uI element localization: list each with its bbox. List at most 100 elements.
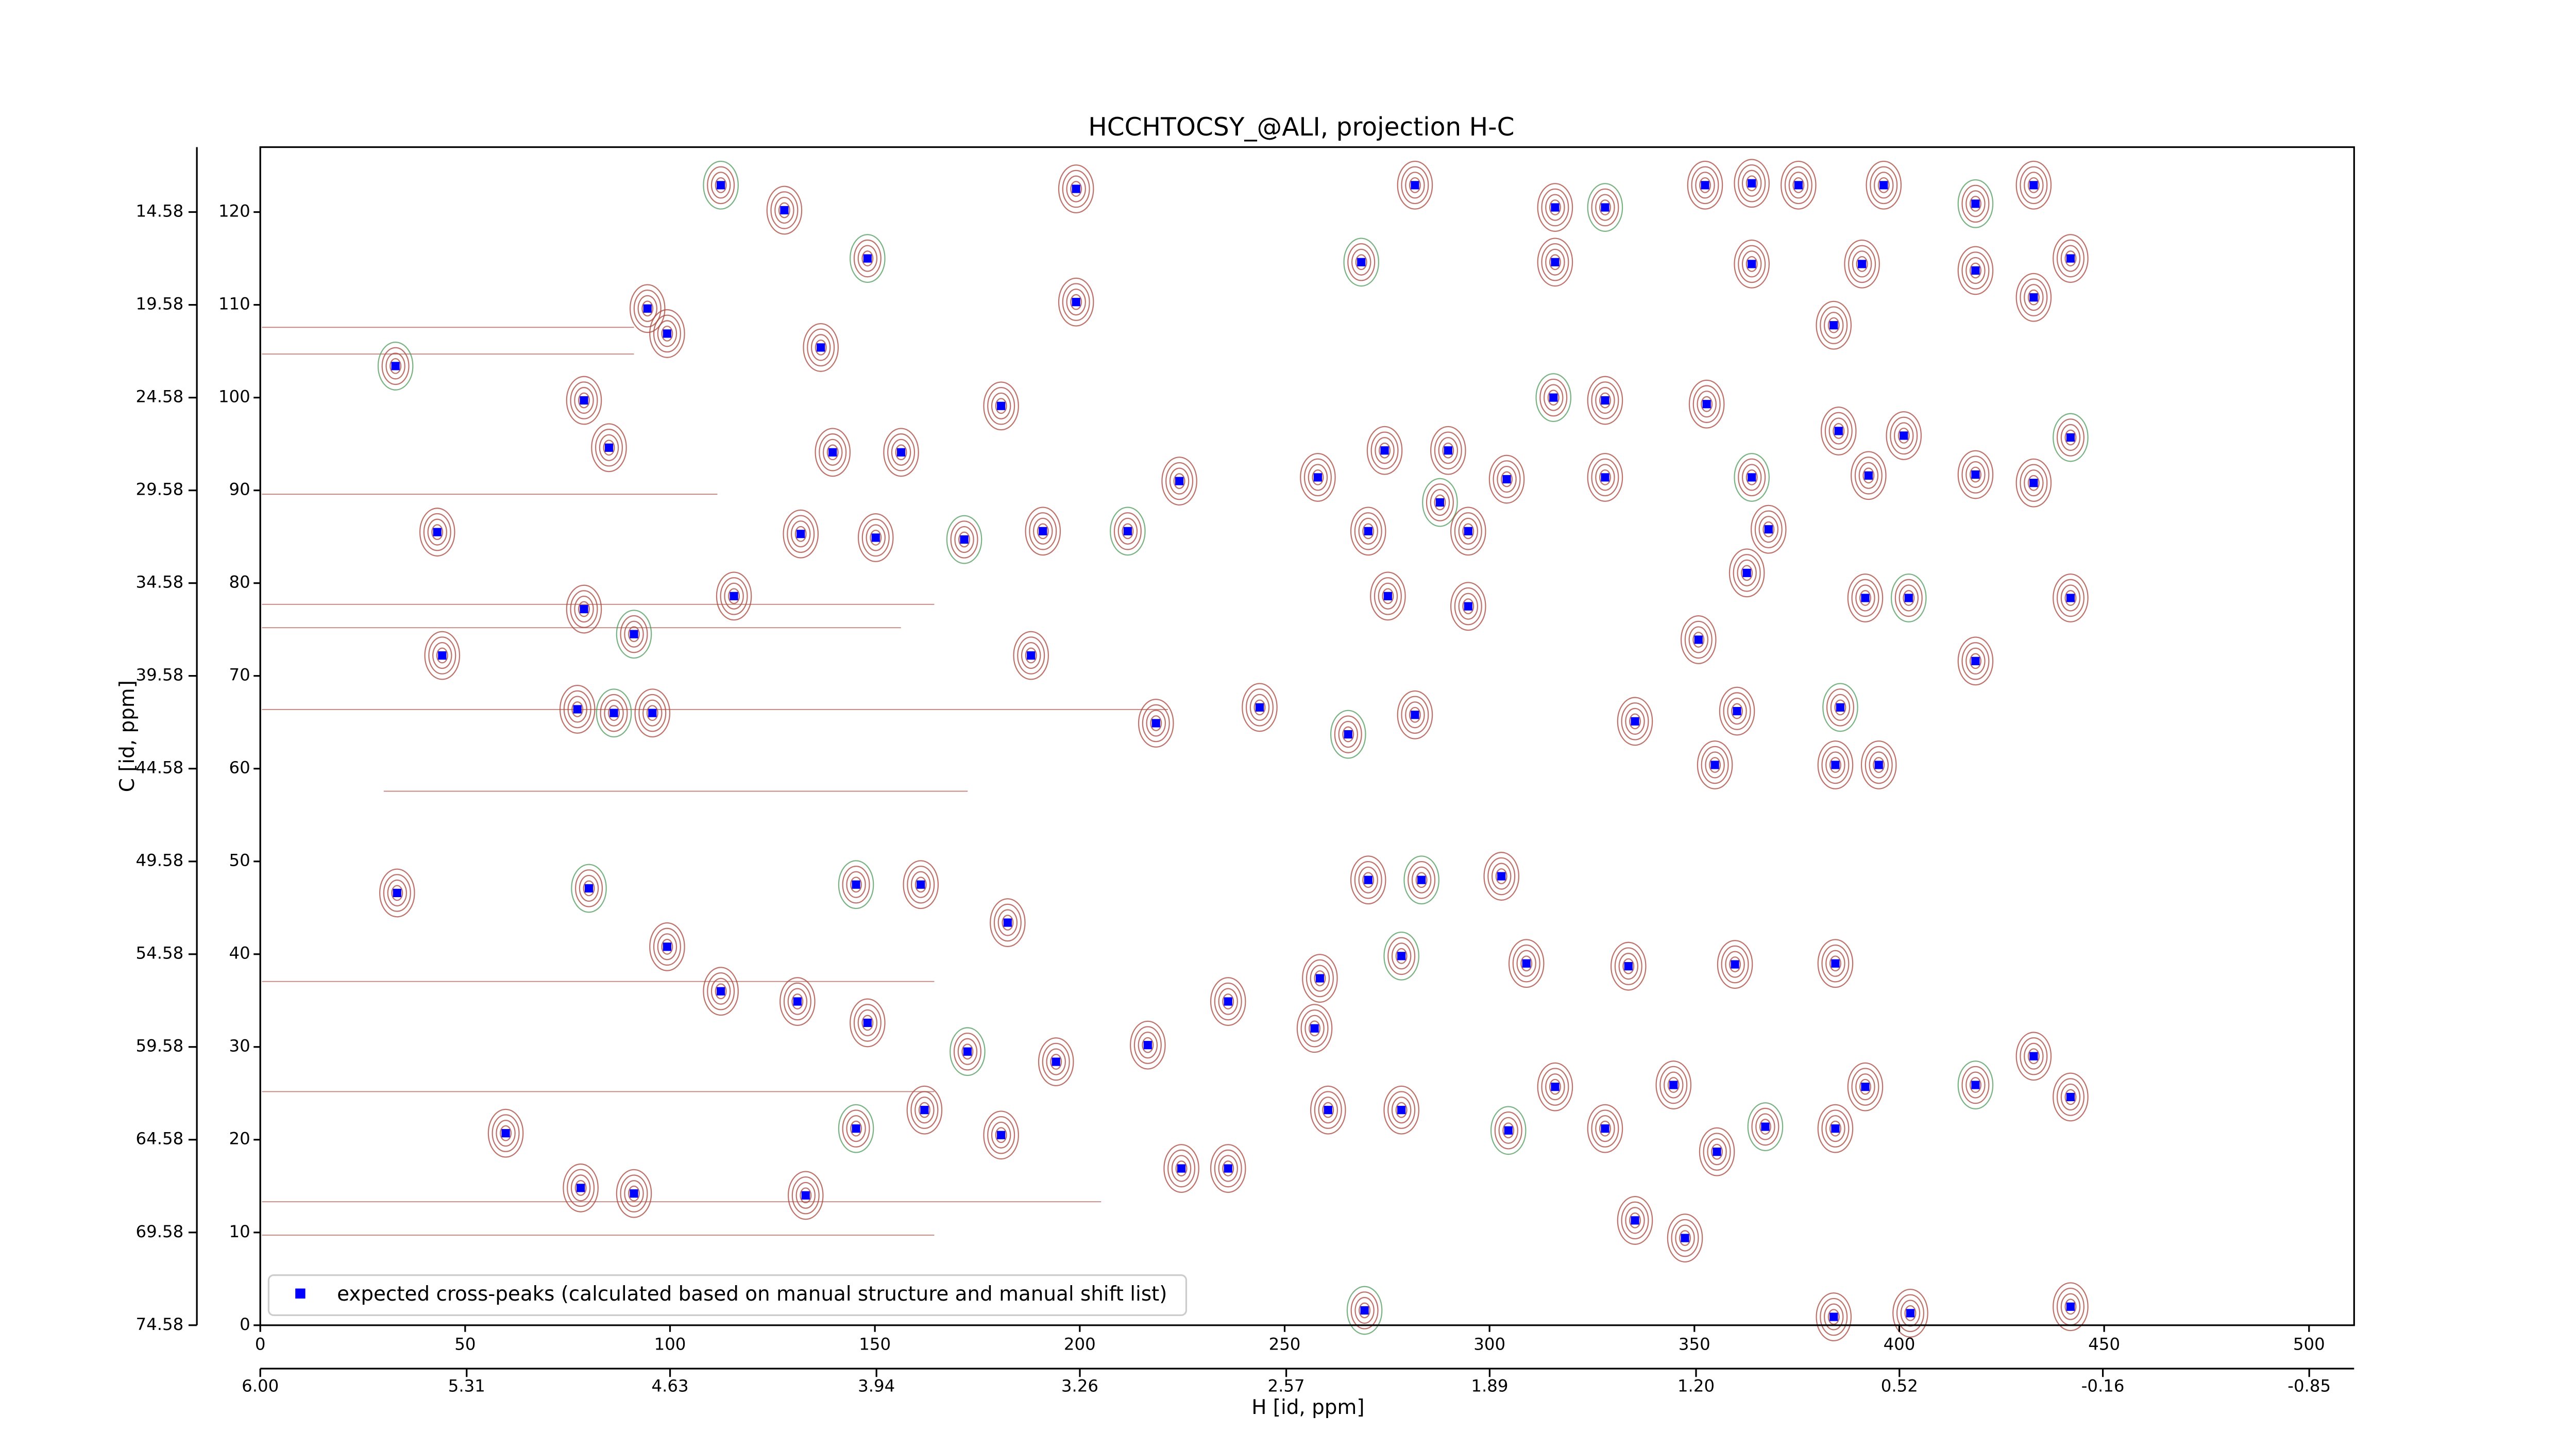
contour (720, 577, 748, 615)
x-tick-label: 300 (1473, 1335, 1505, 1354)
contour (1110, 507, 1146, 556)
contour (1450, 507, 1486, 556)
cross-peak (801, 1191, 810, 1200)
cross-peak (2066, 433, 2075, 442)
cross-peak (1383, 592, 1393, 600)
contour (2053, 413, 2089, 462)
contour (1454, 512, 1482, 550)
contour (1965, 1071, 1986, 1099)
contour (1347, 243, 1376, 281)
contour (857, 1009, 878, 1037)
contour (1655, 1060, 1692, 1109)
cross-peak (648, 709, 657, 717)
y-tick-label: 110 (218, 294, 250, 314)
contour (787, 1171, 824, 1220)
contour (1692, 385, 1721, 423)
contour (383, 874, 411, 912)
contour (1342, 726, 1354, 743)
contour (603, 440, 615, 456)
cross-peak (1324, 1106, 1332, 1115)
contour (649, 309, 685, 358)
y2-tick-label: 54.58 (136, 943, 184, 963)
contour (2060, 1293, 2081, 1320)
contour (646, 705, 658, 721)
cross-peak (1829, 1312, 1838, 1321)
contour (2015, 1032, 2052, 1081)
contour (1599, 469, 1611, 485)
contour (1175, 1160, 1188, 1176)
cross-peak (663, 942, 672, 951)
contour (703, 160, 739, 210)
contour (1741, 250, 1762, 278)
cross-peak (391, 362, 400, 370)
contour (1409, 177, 1421, 193)
contour (1854, 457, 1883, 495)
contour (661, 938, 673, 955)
contour (1855, 584, 1875, 612)
cross-peak (1601, 203, 1609, 212)
contour (1545, 194, 1565, 221)
contour (1599, 1120, 1611, 1137)
contour (2020, 278, 2048, 316)
y-tick-label: 0 (240, 1315, 250, 1334)
contour (1709, 757, 1721, 773)
contour (1587, 183, 1623, 232)
x-tick-label: 500 (2293, 1335, 2325, 1354)
contour (906, 1085, 943, 1135)
cross-peak (2029, 479, 2038, 487)
contour (1411, 866, 1432, 894)
contour (1759, 1119, 1771, 1135)
cross-peak (604, 443, 614, 452)
contour (1734, 239, 1770, 289)
contour (1310, 1085, 1346, 1135)
contour (642, 699, 663, 727)
contour (1855, 1073, 1875, 1101)
contour (1965, 257, 1986, 284)
contour (1892, 1288, 1928, 1338)
contour (2027, 1048, 2040, 1065)
y2-tick-label: 44.58 (136, 758, 184, 778)
contour (1408, 861, 1436, 899)
contour (1595, 464, 1615, 491)
x2-tick-label: 2.57 (1268, 1376, 1305, 1396)
contour (1050, 1054, 1062, 1070)
cross-peak (1858, 260, 1867, 268)
contour (997, 909, 1018, 936)
contour (1296, 1004, 1333, 1053)
contour (1438, 437, 1459, 464)
x-tick-label: 350 (1679, 1335, 1710, 1354)
contour (616, 1169, 652, 1218)
contour (1029, 512, 1057, 550)
cross-peak (1669, 1081, 1678, 1089)
contour (842, 1109, 870, 1148)
contour (1490, 1106, 1527, 1155)
contour (1249, 694, 1270, 721)
contour (1957, 179, 1994, 228)
contour (961, 1043, 974, 1060)
cross-peak (1631, 1216, 1639, 1225)
contour (1699, 1127, 1735, 1176)
cross-peak (1344, 730, 1352, 739)
contour (1897, 428, 1910, 444)
contour (783, 509, 819, 559)
contour (1729, 956, 1741, 972)
contour (2024, 284, 2044, 311)
contour (1890, 416, 1918, 455)
cross-peak (1313, 473, 1323, 482)
contour (1516, 950, 1537, 977)
x2-tick-label: 3.26 (1061, 1376, 1098, 1396)
contour (1828, 417, 1849, 445)
cross-peak (584, 884, 594, 892)
contour (1462, 523, 1475, 540)
y2-tick-label: 49.58 (136, 851, 184, 870)
cross-peak (577, 1184, 585, 1192)
cross-peak (1039, 527, 1047, 535)
cross-peak (1794, 181, 1803, 190)
contour (1625, 1207, 1645, 1234)
cross-peak (1357, 258, 1366, 266)
contour (570, 590, 598, 628)
contour (1491, 863, 1512, 890)
contour (566, 584, 602, 634)
contour (838, 860, 874, 909)
contour (1002, 915, 1014, 931)
